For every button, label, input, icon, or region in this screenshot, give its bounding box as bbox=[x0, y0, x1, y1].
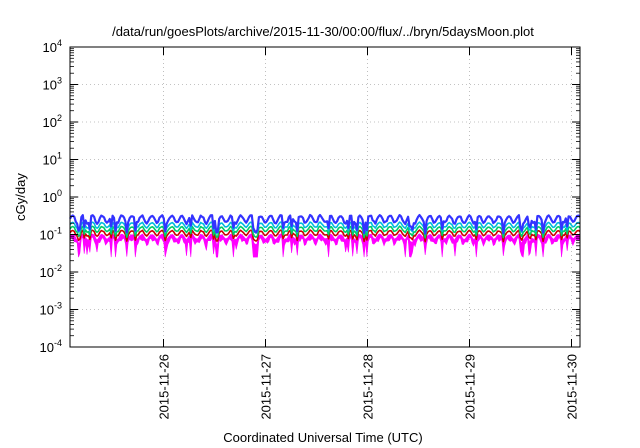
x-tick-label: 2015-11-29 bbox=[463, 354, 478, 420]
y-tick-label: 102 bbox=[43, 113, 62, 130]
y-tick-base: 10 bbox=[43, 115, 57, 130]
series-line bbox=[69, 213, 581, 235]
y-tick-exponent: 3 bbox=[57, 76, 62, 86]
x-tick-label: 2015-11-28 bbox=[361, 354, 376, 420]
y-tick-exponent: -2 bbox=[54, 263, 62, 273]
y-tick-label: 104 bbox=[43, 38, 62, 55]
y-tick-base: 10 bbox=[43, 40, 57, 55]
y-tick-label: 10-2 bbox=[40, 263, 62, 280]
series-line bbox=[69, 225, 581, 239]
x-axis-label: Coordinated Universal Time (UTC) bbox=[223, 430, 422, 445]
y-tick-base: 10 bbox=[40, 265, 54, 280]
y-tick-exponent: 1 bbox=[57, 151, 62, 161]
y-tick-base: 10 bbox=[40, 340, 54, 355]
series-line bbox=[69, 221, 581, 235]
y-axis-label: cGy/day bbox=[13, 173, 28, 221]
axis-ticks bbox=[70, 46, 580, 348]
series-line bbox=[69, 229, 581, 243]
grid bbox=[70, 47, 580, 347]
y-tick-label: 10-3 bbox=[40, 301, 62, 318]
series-group bbox=[69, 213, 581, 258]
y-tick-exponent: 2 bbox=[57, 113, 62, 123]
series-line bbox=[69, 233, 581, 247]
chart-title: /data/run/goesPlots/archive/2015-11-30/0… bbox=[112, 24, 534, 39]
x-tick-labels: 2015-11-26 2015-11-27 2015-11-28 2015-11-29… bbox=[157, 354, 580, 420]
y-tick-label: 103 bbox=[43, 76, 62, 93]
y-tick-exponent: -3 bbox=[54, 301, 62, 311]
y-tick-label: 100 bbox=[43, 188, 62, 205]
y-tick-base: 10 bbox=[40, 303, 54, 318]
y-tick-label: 101 bbox=[43, 151, 62, 168]
y-tick-base: 10 bbox=[40, 228, 54, 243]
x-tick-label: 2015-11-30 bbox=[565, 354, 580, 420]
y-tick-exponent: 4 bbox=[57, 38, 62, 48]
x-tick-label: 2015-11-27 bbox=[259, 354, 274, 420]
y-tick-exponent: 0 bbox=[57, 188, 62, 198]
x-tick-label: 2015-11-26 bbox=[157, 354, 172, 420]
y-tick-label: 10-4 bbox=[40, 338, 62, 355]
y-tick-exponent: -1 bbox=[54, 226, 62, 236]
y-tick-base: 10 bbox=[43, 190, 57, 205]
y-tick-label: 10-1 bbox=[40, 226, 62, 243]
y-tick-exponent: -4 bbox=[54, 338, 62, 348]
y-tick-base: 10 bbox=[43, 153, 57, 168]
y-tick-base: 10 bbox=[43, 78, 57, 93]
